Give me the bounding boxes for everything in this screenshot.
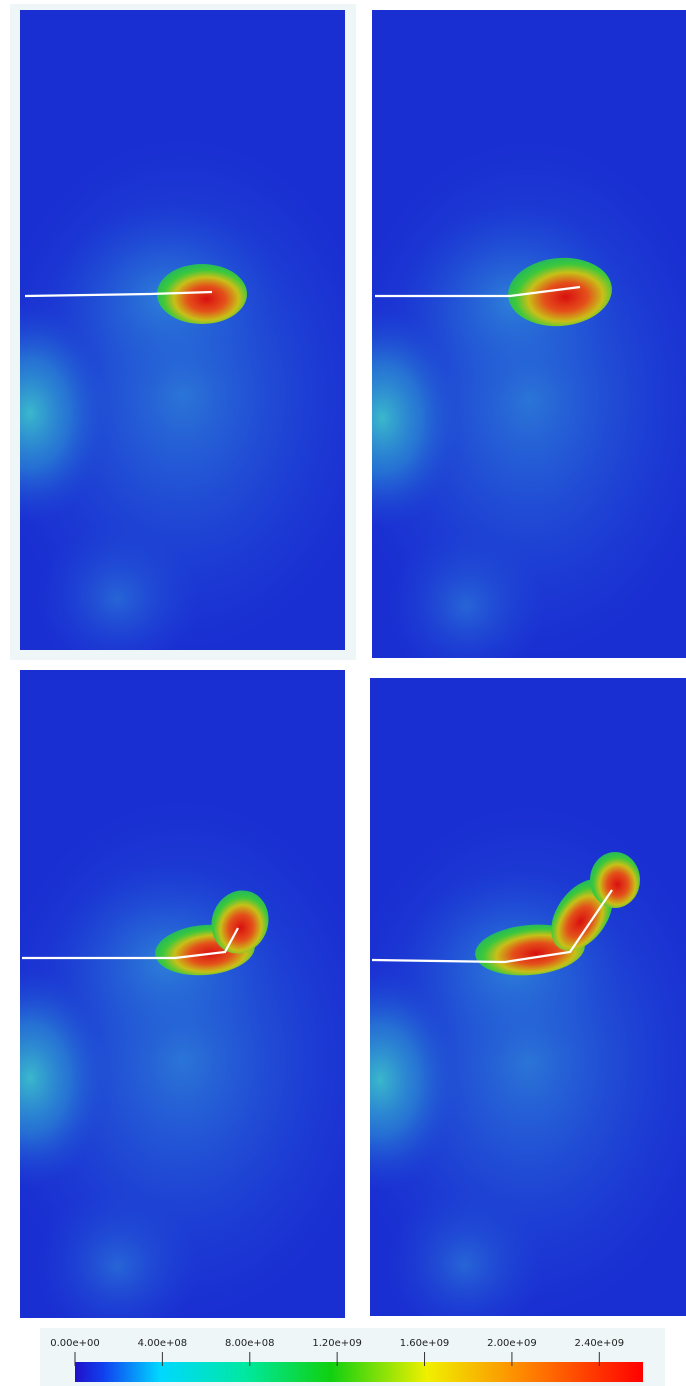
field-region	[385, 1188, 544, 1316]
simulation-panel	[20, 670, 345, 1318]
field-region	[387, 528, 545, 658]
stress-glow	[20, 303, 110, 524]
simulation-panel	[20, 10, 345, 650]
crack-path	[22, 927, 239, 960]
crack-path	[371, 889, 613, 964]
colorbar-tick-label: 4.00e+08	[138, 1338, 188, 1349]
field-region	[36, 522, 199, 650]
field-region	[36, 1188, 199, 1318]
simulation-panel	[370, 678, 686, 1316]
colorbar-ticks: 0.00e+00 4.00e+08 8.00e+08 1.20e+09 1.60e+09…	[50, 1338, 624, 1366]
crack-path	[375, 285, 581, 298]
simulation-panel	[372, 10, 686, 658]
colorbar-tick-label: 2.00e+09	[487, 1338, 537, 1349]
colorbar-tick-label: 1.20e+09	[312, 1338, 362, 1349]
stress-glow	[372, 308, 462, 529]
damage-zone	[590, 852, 640, 908]
stress-glow	[20, 968, 110, 1189]
colorbar-tick-label: 8.00e+08	[225, 1338, 275, 1349]
colorbar-tick-label: 2.40e+09	[575, 1338, 625, 1349]
damage-zone	[157, 264, 247, 324]
colorbar-tick-label: 0.00e+00	[50, 1338, 100, 1349]
crack-path	[24, 290, 213, 298]
damage-zone	[211, 890, 269, 954]
colorbar	[75, 1362, 643, 1382]
damage-zone	[508, 257, 612, 327]
colorbar-tick-label: 1.60e+09	[400, 1338, 450, 1349]
stress-glow	[370, 969, 460, 1190]
